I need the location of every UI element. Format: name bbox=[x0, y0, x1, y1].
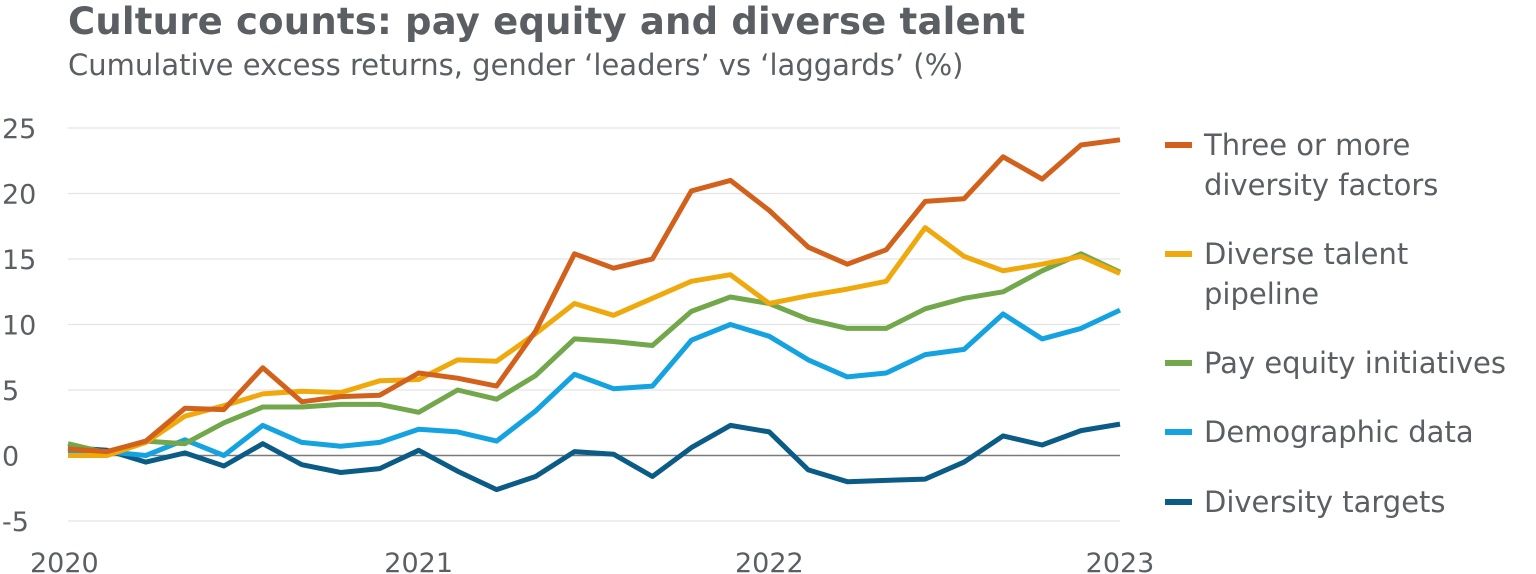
x-tick-label: 2023 bbox=[1086, 548, 1155, 574]
y-tick-label: -5 bbox=[2, 507, 29, 538]
y-tick-label: 0 bbox=[2, 442, 19, 473]
series-line bbox=[67, 137, 1121, 455]
x-tick-label: 2022 bbox=[735, 548, 804, 574]
x-tick-label: 2021 bbox=[384, 548, 453, 574]
legend-label: Demographic data bbox=[1204, 415, 1474, 449]
series-line bbox=[67, 251, 1122, 456]
legend-label: pipeline bbox=[1204, 277, 1319, 311]
series-line bbox=[68, 225, 1121, 458]
series-line bbox=[67, 421, 1121, 493]
y-tick-label: 5 bbox=[2, 376, 19, 407]
series-line bbox=[67, 307, 1122, 458]
legend-label: Diversity targets bbox=[1204, 485, 1446, 519]
legend-label: Diverse talent bbox=[1204, 237, 1408, 271]
y-tick-label: 20 bbox=[2, 180, 36, 211]
y-tick-label: 25 bbox=[2, 114, 36, 145]
y-tick-label: 10 bbox=[2, 311, 36, 342]
chart-subtitle: Cumulative excess returns, gender ‘leade… bbox=[68, 48, 964, 82]
x-tick-label: 2020 bbox=[30, 548, 99, 574]
y-tick-label: 15 bbox=[2, 245, 36, 276]
chart-title: Culture counts: pay equity and diverse t… bbox=[68, 0, 1026, 43]
legend-label: diversity factors bbox=[1204, 168, 1438, 202]
legend-label: Pay equity initiatives bbox=[1204, 346, 1506, 380]
legend-label: Three or more bbox=[1203, 128, 1410, 162]
